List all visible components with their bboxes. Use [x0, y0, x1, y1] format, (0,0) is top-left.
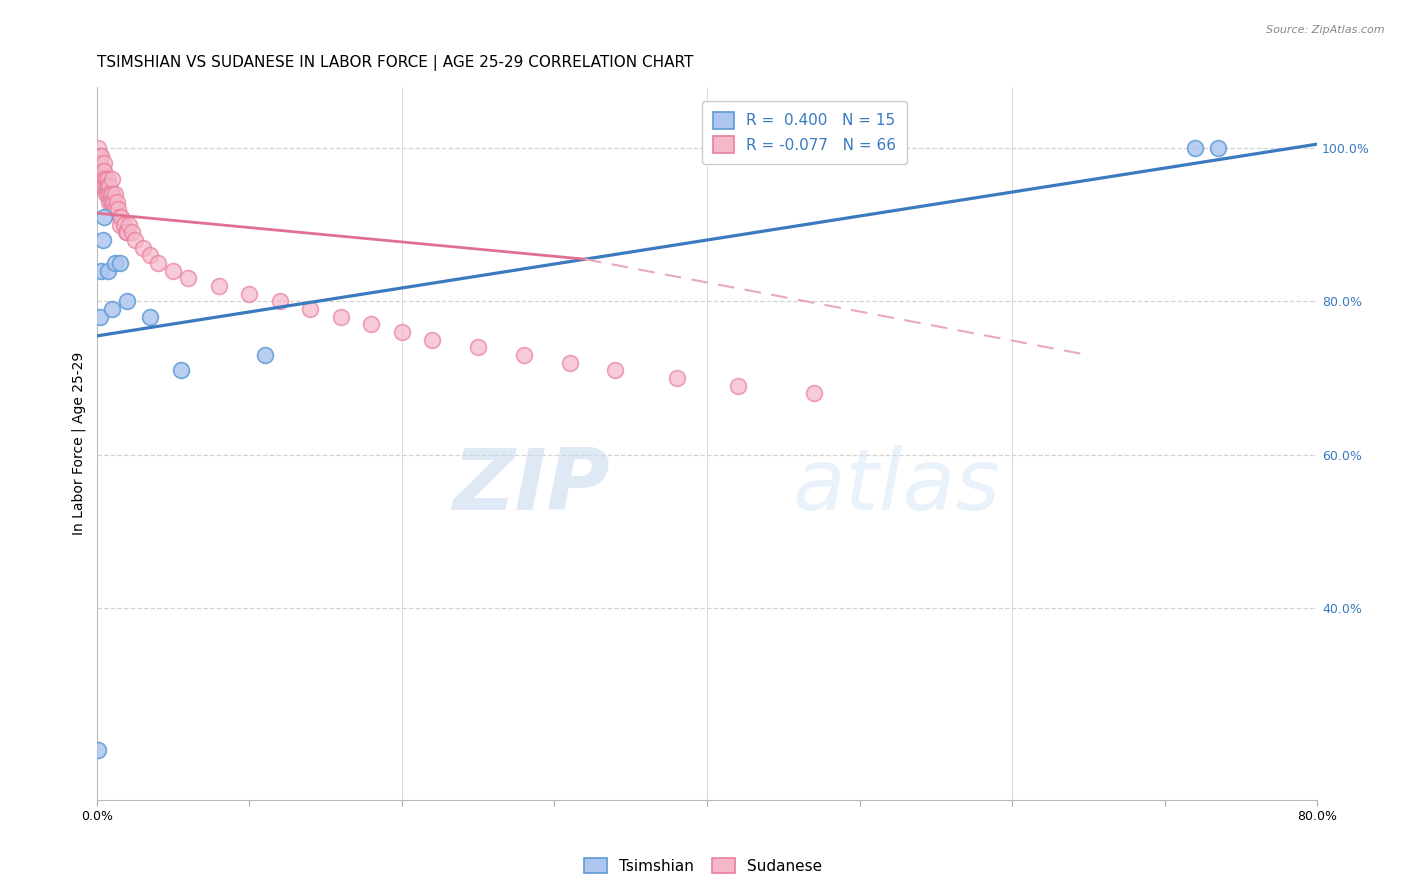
Point	[665, 371, 688, 385]
Point	[117, 294, 139, 309]
Point	[299, 301, 322, 316]
Point	[727, 378, 749, 392]
Point	[114, 225, 136, 239]
Point	[91, 179, 114, 194]
Text: TSIMSHIAN VS SUDANESE IN LABOR FORCE | AGE 25-29 CORRELATION CHART: TSIMSHIAN VS SUDANESE IN LABOR FORCE | A…	[97, 55, 693, 71]
Point	[329, 310, 352, 324]
Point	[89, 171, 111, 186]
Point	[117, 225, 139, 239]
Point	[93, 210, 115, 224]
Point	[94, 179, 117, 194]
Point	[104, 256, 127, 270]
Legend: Tsimshian, Sudanese: Tsimshian, Sudanese	[578, 852, 828, 880]
Point	[94, 186, 117, 201]
Point	[89, 164, 111, 178]
Point	[558, 356, 581, 370]
Point	[90, 263, 112, 277]
Point	[104, 202, 127, 217]
Point	[422, 333, 444, 347]
Text: ZIP: ZIP	[451, 444, 609, 528]
Point	[87, 141, 110, 155]
Point	[98, 179, 121, 194]
Point	[93, 164, 115, 178]
Point	[90, 179, 112, 194]
Point	[139, 248, 162, 262]
Point	[87, 164, 110, 178]
Legend: R =  0.400   N = 15, R = -0.077   N = 66: R = 0.400 N = 15, R = -0.077 N = 66	[702, 102, 907, 164]
Point	[89, 148, 111, 162]
Point	[90, 164, 112, 178]
Point	[803, 386, 825, 401]
Point	[96, 263, 118, 277]
Point	[208, 279, 231, 293]
Point	[467, 340, 489, 354]
Point	[1206, 141, 1229, 155]
Point	[90, 148, 112, 162]
Point	[177, 271, 200, 285]
Point	[96, 179, 118, 194]
Point	[98, 186, 121, 201]
Point	[121, 225, 143, 239]
Point	[108, 210, 131, 224]
Point	[101, 186, 124, 201]
Point	[170, 363, 193, 377]
Point	[100, 194, 122, 209]
Point	[238, 286, 260, 301]
Point	[107, 202, 129, 217]
Point	[98, 194, 121, 209]
Point	[101, 301, 124, 316]
Point	[360, 318, 382, 332]
Point	[162, 263, 184, 277]
Point	[108, 218, 131, 232]
Point	[124, 233, 146, 247]
Point	[93, 179, 115, 194]
Text: Source: ZipAtlas.com: Source: ZipAtlas.com	[1267, 25, 1385, 35]
Point	[91, 171, 114, 186]
Point	[89, 156, 111, 170]
Point	[112, 218, 135, 232]
Y-axis label: In Labor Force | Age 25-29: In Labor Force | Age 25-29	[72, 351, 86, 535]
Point	[96, 186, 118, 201]
Point	[90, 171, 112, 186]
Point	[87, 156, 110, 170]
Point	[93, 171, 115, 186]
Point	[103, 194, 125, 209]
Point	[108, 256, 131, 270]
Point	[253, 348, 276, 362]
Point	[91, 164, 114, 178]
Point	[91, 233, 114, 247]
Point	[105, 194, 128, 209]
Point	[139, 310, 162, 324]
Point	[96, 171, 118, 186]
Point	[101, 194, 124, 209]
Point	[513, 348, 536, 362]
Point	[87, 743, 110, 757]
Point	[94, 171, 117, 186]
Point	[101, 171, 124, 186]
Point	[110, 210, 132, 224]
Text: atlas: atlas	[793, 444, 1001, 528]
Point	[269, 294, 291, 309]
Point	[605, 363, 627, 377]
Point	[104, 186, 127, 201]
Point	[146, 256, 169, 270]
Point	[93, 156, 115, 170]
Point	[131, 241, 153, 255]
Point	[118, 218, 141, 232]
Point	[1184, 141, 1206, 155]
Point	[89, 310, 111, 324]
Point	[391, 325, 413, 339]
Point	[100, 186, 122, 201]
